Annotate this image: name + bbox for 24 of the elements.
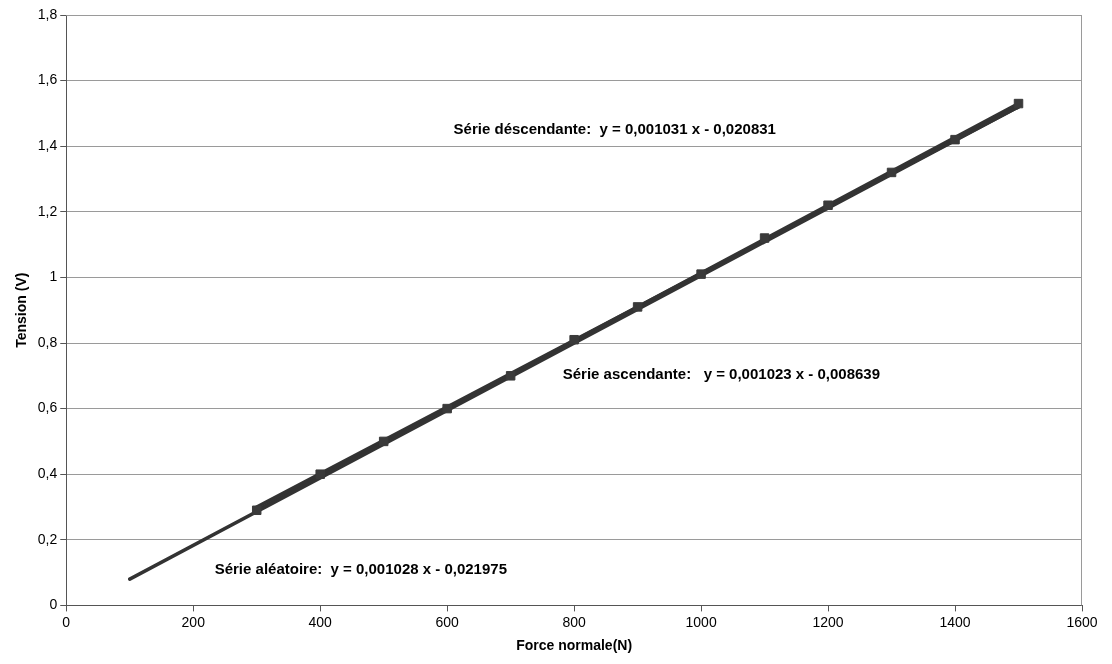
y-tick-label: 0	[49, 596, 58, 613]
y-tick-label: 0,4	[37, 465, 58, 482]
y-tick-label: 1,6	[37, 71, 58, 88]
annotation: Série ascendante: y = 0,001023 x - 0,008639	[562, 365, 881, 383]
y-tick-label: 1,2	[37, 202, 58, 219]
y-tick-label: 0,6	[37, 399, 58, 416]
y-axis-title: Tension (V)	[13, 272, 30, 348]
x-tick-label: 1600	[1066, 613, 1098, 630]
y-tick-label: 0,8	[37, 333, 58, 350]
annotation: Série aléatoire: y = 0,001028 x - 0,021975	[214, 560, 507, 578]
x-tick-label: 400	[308, 613, 333, 630]
y-tick-label: 1,4	[37, 137, 58, 154]
x-axis-title: Force normale(N)	[516, 637, 633, 654]
y-tick-label: 1,8	[37, 5, 58, 22]
x-tick-label: 1200	[812, 613, 844, 630]
x-tick-label: 800	[562, 613, 587, 630]
x-tick-label: 0	[62, 613, 71, 630]
y-tick-label: 0,2	[37, 530, 58, 547]
x-tick-label: 200	[181, 613, 206, 630]
y-tick-label: 1	[49, 268, 58, 285]
x-tick-label: 1400	[939, 613, 971, 630]
x-tick-label: 600	[435, 613, 460, 630]
annotation: Série déscendante: y = 0,001031 x - 0,020831	[453, 120, 776, 138]
x-tick-label: 1000	[685, 613, 717, 630]
